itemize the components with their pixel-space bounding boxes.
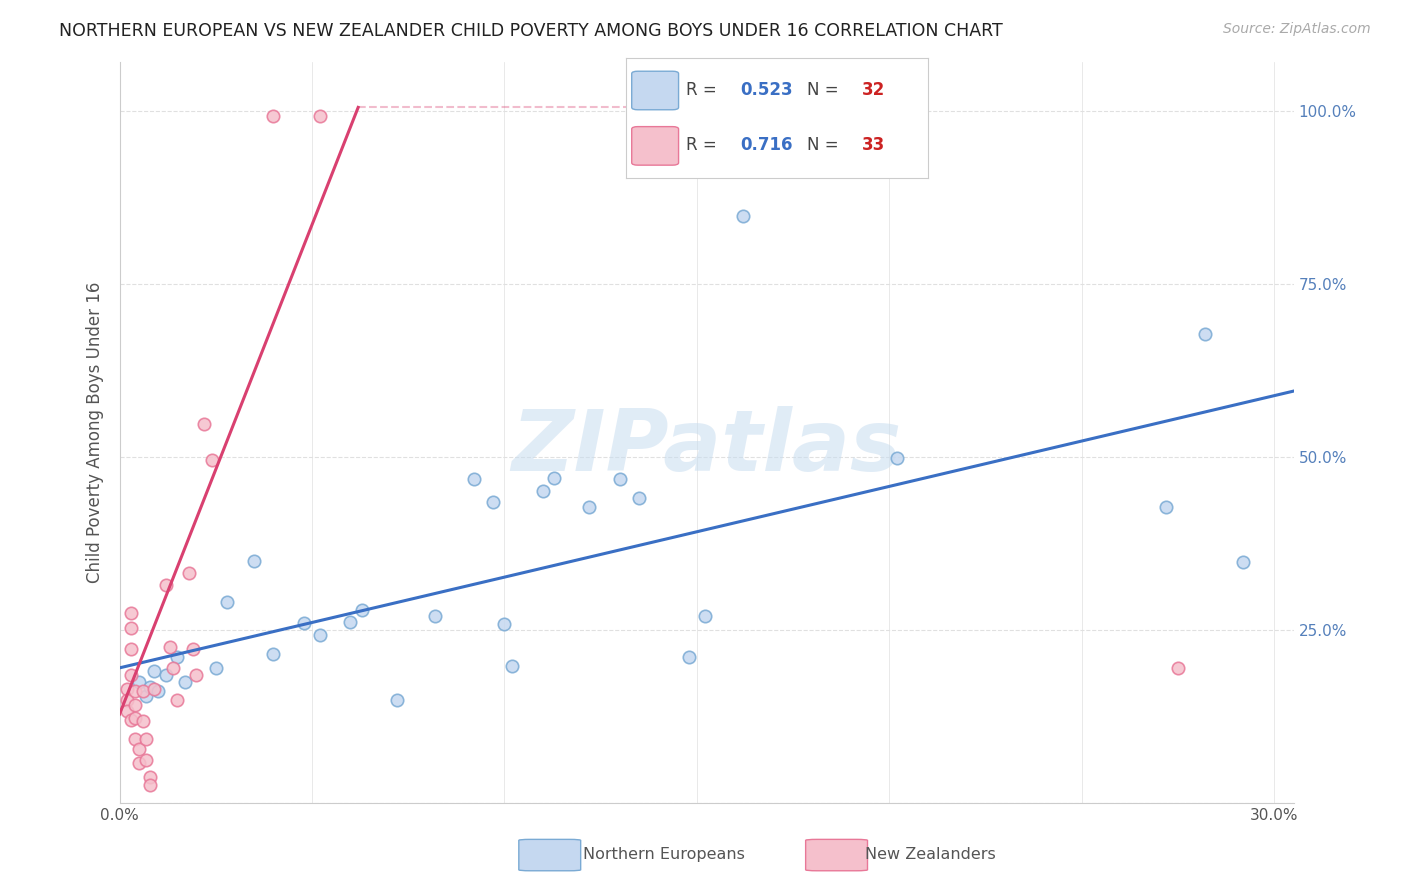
Point [120,667,142,681]
Point [308,628,330,642]
Point [578,500,600,514]
FancyBboxPatch shape [631,127,679,165]
Point [177,566,200,580]
Point [543,470,565,484]
Point [162,661,184,675]
Point [339,615,361,629]
Point [166,693,188,707]
Point [131,714,153,728]
Text: N =: N = [807,81,844,99]
Point [124,683,146,698]
Point [423,609,446,624]
Point [733,209,755,223]
Point [217,595,239,609]
FancyBboxPatch shape [519,839,581,871]
Point [131,683,153,698]
Point [120,713,142,727]
Point [1156,500,1178,514]
Point [139,770,162,784]
Point [201,453,224,467]
FancyBboxPatch shape [806,839,868,871]
Point [124,698,146,712]
Point [120,622,142,636]
Point [1167,661,1189,675]
Point [155,667,177,681]
Point [143,681,166,696]
Point [120,606,142,620]
Point [135,753,157,767]
Point [146,683,169,698]
Text: NORTHERN EUROPEAN VS NEW ZEALANDER CHILD POVERTY AMONG BOYS UNDER 16 CORRELATION: NORTHERN EUROPEAN VS NEW ZEALANDER CHILD… [59,22,1002,40]
Text: 32: 32 [862,81,884,99]
Point [385,693,408,707]
Point [292,615,315,630]
Text: 0.716: 0.716 [741,136,793,154]
Point [350,603,373,617]
Text: New Zealanders: New Zealanders [865,847,995,862]
Text: R =: R = [686,81,723,99]
Point [609,472,631,486]
Point [128,674,150,689]
Point [1232,555,1254,569]
Point [124,711,146,725]
Text: N =: N = [807,136,844,154]
Point [139,680,162,694]
Point [135,732,157,747]
Y-axis label: Child Poverty Among Boys Under 16: Child Poverty Among Boys Under 16 [86,282,104,583]
Point [115,681,138,696]
Point [128,756,150,770]
Point [494,617,516,632]
Point [139,778,162,792]
Text: Source: ZipAtlas.com: Source: ZipAtlas.com [1223,22,1371,37]
FancyBboxPatch shape [631,71,679,110]
Point [120,642,142,657]
Point [531,484,554,499]
Point [263,110,285,124]
Point [159,640,181,654]
Text: ZIPatlas: ZIPatlas [512,406,901,489]
Point [243,554,266,568]
Point [115,705,138,719]
Point [155,578,177,592]
Text: R =: R = [686,136,723,154]
Point [1194,326,1216,341]
Point [463,472,485,486]
Point [678,650,700,665]
Point [135,689,157,703]
Point [628,491,651,506]
Point [263,647,285,661]
Point [204,661,226,675]
Point [193,417,215,431]
Point [174,674,197,689]
Point [128,741,150,756]
Point [501,658,523,673]
Text: Northern Europeans: Northern Europeans [583,847,745,862]
Point [115,693,138,707]
Point [308,110,330,124]
Point [181,642,204,657]
Text: 0.523: 0.523 [741,81,793,99]
Point [124,732,146,747]
Point [186,667,208,681]
Point [482,495,505,509]
Point [166,650,188,665]
Text: 33: 33 [862,136,884,154]
Point [886,451,908,466]
Point [693,609,716,624]
Point [143,665,166,679]
